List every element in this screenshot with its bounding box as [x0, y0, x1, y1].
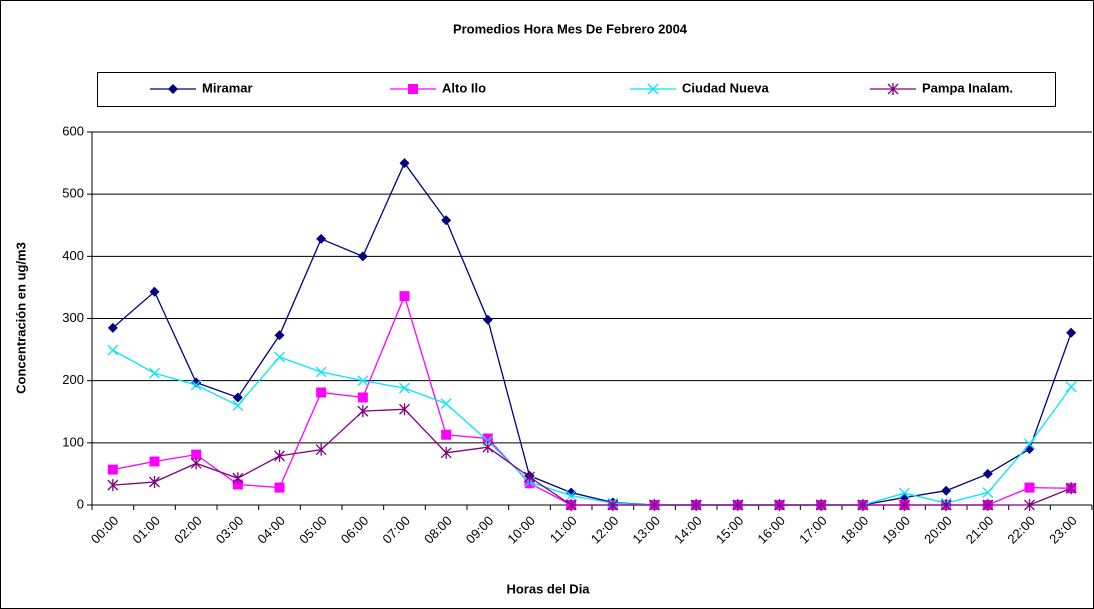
- data-point: [857, 499, 869, 511]
- data-point: [941, 485, 952, 496]
- data-point: [482, 441, 494, 454]
- data-point: [815, 499, 827, 511]
- y-tick-label: 500: [62, 186, 84, 201]
- series-line: [112, 161, 1072, 506]
- data-point: [982, 499, 994, 511]
- data-point: [399, 158, 410, 169]
- data-point: [482, 314, 493, 325]
- data-point: [149, 286, 160, 297]
- data-point: [399, 403, 410, 416]
- data-point: [107, 344, 119, 356]
- data-point: [149, 456, 160, 467]
- data-point: [357, 392, 368, 403]
- data-point: [524, 478, 535, 489]
- y-tick-label: 300: [62, 310, 84, 325]
- data-point: [149, 475, 160, 488]
- legend-marker: [408, 84, 418, 94]
- y-tick-label: 100: [62, 434, 84, 449]
- data-point: [232, 479, 243, 490]
- data-point: [357, 251, 368, 262]
- data-point: [232, 472, 244, 485]
- data-point: [982, 487, 994, 499]
- data-point: [1065, 482, 1077, 495]
- chart-title: Promedios Hora Mes De Febrero 2004: [453, 21, 688, 36]
- data-point: [191, 449, 202, 460]
- data-point: [274, 351, 285, 363]
- data-point: [190, 457, 202, 470]
- data-point: [440, 446, 452, 459]
- data-point: [315, 366, 327, 378]
- data-point: [274, 330, 285, 341]
- y-axis-title: Concentración en ug/m3: [13, 242, 28, 394]
- legend-marker: [168, 84, 178, 94]
- data-point: [899, 499, 910, 511]
- data-point: [1065, 381, 1077, 393]
- legend-label: Pampa Inalam.: [922, 80, 1013, 95]
- y-tick-label: 400: [62, 248, 84, 263]
- data-point: [274, 482, 285, 493]
- data-point: [441, 429, 452, 440]
- data-point: [315, 443, 327, 456]
- data-point: [316, 233, 327, 244]
- data-point: [1066, 327, 1077, 338]
- data-point: [232, 392, 243, 403]
- legend-label: Ciudad Nueva: [682, 80, 769, 95]
- data-point: [1024, 482, 1035, 493]
- data-point: [107, 322, 118, 333]
- data-point: [899, 487, 910, 499]
- y-tick-label: 0: [77, 496, 84, 511]
- data-point: [440, 398, 452, 410]
- data-point: [774, 499, 785, 511]
- data-point: [690, 499, 702, 511]
- data-point: [357, 375, 369, 387]
- legend-marker: [647, 83, 659, 95]
- data-point: [149, 367, 160, 379]
- legend-marker: [887, 83, 899, 95]
- data-point: [1024, 499, 1035, 511]
- y-tick-label: 200: [62, 372, 84, 387]
- series-line: [112, 408, 1072, 506]
- data-point: [357, 405, 369, 418]
- data-point: [399, 291, 410, 302]
- data-point: [316, 387, 327, 398]
- data-point: [107, 479, 119, 492]
- data-point: [565, 490, 577, 502]
- data-point: [190, 379, 202, 391]
- data-point: [524, 471, 535, 484]
- data-point: [649, 499, 660, 511]
- series-line: [112, 349, 1072, 506]
- data-point: [107, 464, 118, 475]
- data-point: [441, 215, 452, 226]
- data-point: [191, 377, 202, 388]
- data-point: [732, 499, 744, 511]
- data-point: [482, 433, 493, 444]
- data-point: [1024, 438, 1035, 450]
- y-tick-label: 600: [62, 123, 84, 138]
- data-point: [940, 499, 952, 511]
- data-point: [232, 400, 244, 411]
- data-point: [565, 499, 577, 511]
- data-point: [274, 449, 285, 462]
- legend-label: Miramar: [202, 80, 253, 95]
- data-point: [982, 468, 993, 479]
- x-axis-title: Horas del Dia: [506, 581, 590, 596]
- legend-label: Alto Ilo: [442, 80, 486, 95]
- data-point: [607, 499, 619, 511]
- data-point: [399, 382, 410, 394]
